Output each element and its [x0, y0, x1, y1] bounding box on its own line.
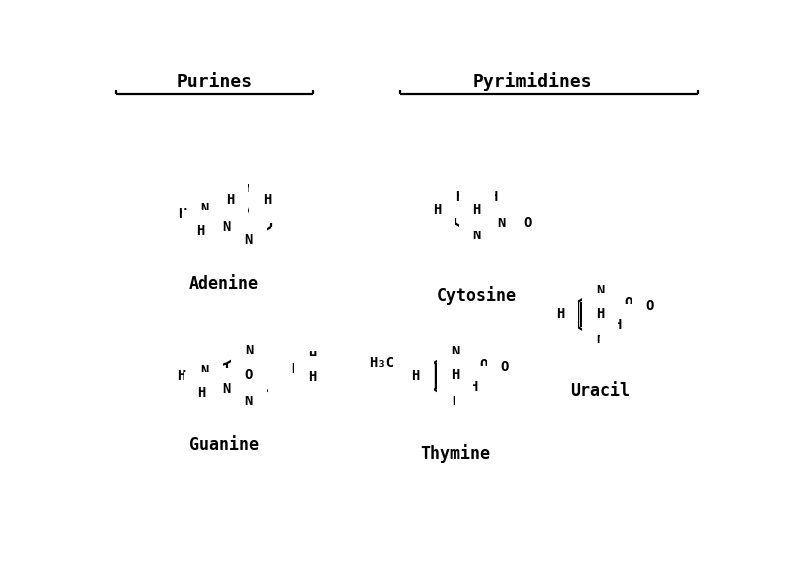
Text: O: O [645, 299, 654, 312]
Text: N: N [451, 393, 460, 408]
Text: H: H [178, 208, 187, 221]
Text: O: O [624, 297, 632, 310]
Text: Adenine: Adenine [189, 274, 259, 293]
Text: O: O [501, 360, 509, 374]
Text: H: H [433, 204, 441, 218]
Text: H₃C: H₃C [370, 356, 394, 370]
Text: O: O [524, 216, 532, 230]
Text: H: H [596, 307, 604, 321]
Text: H: H [473, 203, 481, 217]
Text: Pyrimidines: Pyrimidines [472, 73, 592, 91]
Text: H: H [614, 318, 622, 332]
Text: N: N [596, 332, 605, 346]
Text: N: N [200, 364, 209, 378]
Text: H: H [556, 308, 565, 322]
Text: N: N [268, 194, 276, 209]
Text: N: N [291, 362, 299, 376]
Text: H: H [411, 369, 420, 383]
Text: N: N [245, 206, 253, 220]
Text: H: H [177, 369, 186, 383]
Text: Purines: Purines [177, 73, 253, 91]
Text: N: N [596, 284, 604, 298]
Text: O: O [479, 358, 488, 372]
Text: N: N [245, 393, 253, 408]
Text: H: H [308, 350, 317, 364]
Text: Thymine: Thymine [421, 443, 490, 463]
Text: N: N [222, 220, 230, 234]
Text: H: H [451, 369, 459, 382]
Text: Cytosine: Cytosine [436, 286, 516, 304]
Text: H: H [196, 223, 204, 238]
Text: N: N [246, 344, 253, 358]
Text: H: H [227, 193, 234, 208]
Text: H: H [433, 203, 441, 217]
Text: H: H [556, 307, 565, 321]
Text: H: H [263, 193, 272, 208]
Text: Uracil: Uracil [570, 382, 630, 400]
Text: O: O [245, 369, 253, 382]
Text: N: N [473, 180, 481, 193]
Text: H: H [469, 380, 477, 394]
Text: H: H [282, 370, 291, 383]
Text: N: N [473, 228, 481, 242]
Text: H: H [455, 189, 464, 204]
Text: H: H [308, 370, 317, 384]
Text: N: N [268, 356, 276, 370]
Text: N: N [222, 382, 230, 396]
Text: N: N [200, 202, 209, 216]
Text: N: N [451, 345, 459, 359]
Text: H: H [489, 189, 498, 204]
Text: Guanine: Guanine [189, 437, 259, 454]
Text: H: H [197, 386, 206, 400]
Text: N: N [497, 216, 506, 230]
Text: N: N [245, 232, 253, 247]
Text: N: N [246, 183, 253, 197]
Text: N: N [473, 202, 481, 216]
